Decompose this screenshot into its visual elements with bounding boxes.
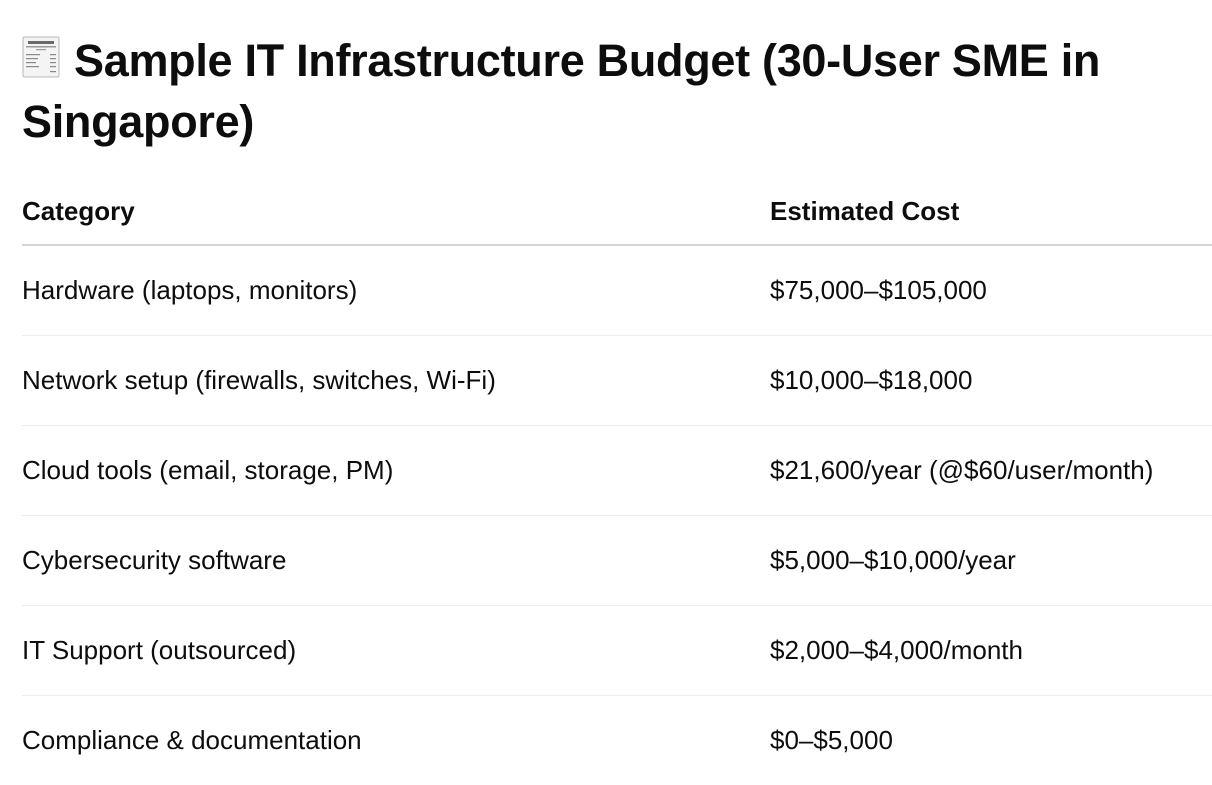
category-cell: Cybersecurity software — [22, 516, 770, 606]
table-row: Cloud tools (email, storage, PM) $21,600… — [22, 426, 1212, 516]
category-cell: Network setup (firewalls, switches, Wi-F… — [22, 336, 770, 426]
cost-cell: $75,000–$105,000 — [770, 245, 1212, 336]
table-row: IT Support (outsourced) $2,000–$4,000/mo… — [22, 606, 1212, 696]
table-row: Network setup (firewalls, switches, Wi-F… — [22, 336, 1212, 426]
budget-table: Category Estimated Cost Hardware (laptop… — [22, 178, 1212, 785]
table-header-row: Category Estimated Cost — [22, 178, 1212, 245]
table-row: Hardware (laptops, monitors) $75,000–$10… — [22, 245, 1212, 336]
column-header-estimated-cost: Estimated Cost — [770, 178, 1212, 245]
table-row: Cybersecurity software $5,000–$10,000/ye… — [22, 516, 1212, 606]
category-cell: Hardware (laptops, monitors) — [22, 245, 770, 336]
cost-cell: $10,000–$18,000 — [770, 336, 1212, 426]
cost-cell: $0–$5,000 — [770, 696, 1212, 785]
receipt-icon — [22, 36, 60, 78]
cost-cell: $5,000–$10,000/year — [770, 516, 1212, 606]
table-row: Compliance & documentation $0–$5,000 — [22, 696, 1212, 785]
category-cell: IT Support (outsourced) — [22, 606, 770, 696]
cost-cell: $21,600/year (@$60/user/month) — [770, 426, 1212, 516]
category-cell: Cloud tools (email, storage, PM) — [22, 426, 770, 516]
page-title-text: Sample IT Infrastructure Budget (30-User… — [22, 35, 1100, 147]
category-cell: Compliance & documentation — [22, 696, 770, 785]
page-title: Sample IT Infrastructure Budget (30-User… — [22, 0, 1192, 152]
column-header-category: Category — [22, 178, 770, 245]
cost-cell: $2,000–$4,000/month — [770, 606, 1212, 696]
